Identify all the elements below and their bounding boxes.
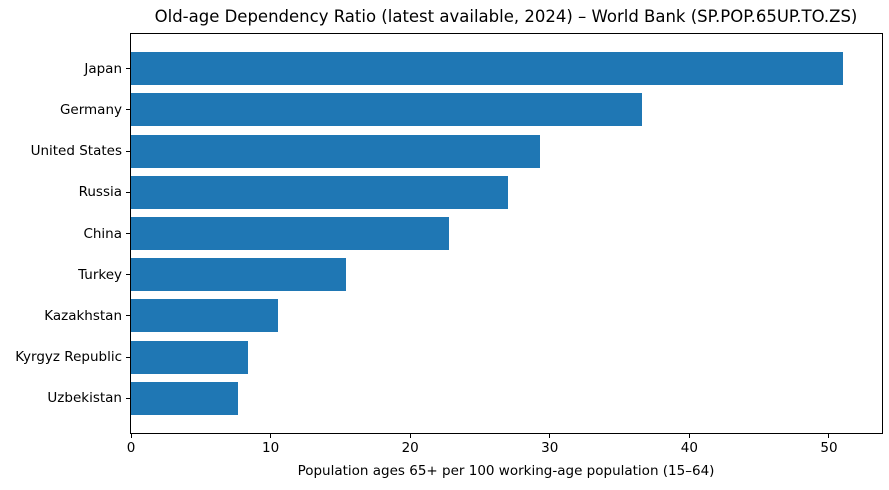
y-tick-label-kyrgyz-republic: Kyrgyz Republic (15, 349, 122, 366)
y-tick-mark-japan (126, 68, 130, 70)
bar-japan (131, 52, 843, 86)
y-tick-mark-turkey (126, 274, 130, 276)
y-tick-mark-russia (126, 191, 130, 193)
y-tick-label-kazakhstan: Kazakhstan (44, 307, 122, 324)
bar-turkey (131, 258, 346, 292)
y-tick-mark-germany (126, 109, 130, 111)
x-tick-mark-0 (130, 434, 132, 438)
chart-title: Old-age Dependency Ratio (latest availab… (154, 7, 858, 26)
y-tick-mark-china (126, 233, 130, 234)
x-tick-label-50: 50 (820, 440, 838, 456)
x-tick-mark-20 (409, 434, 411, 438)
y-tick-label-china: China (83, 225, 122, 242)
x-tick-label-0: 0 (126, 440, 136, 456)
y-tick-label-uzbekistan: Uzbekistan (47, 390, 122, 407)
x-tick-mark-40 (688, 434, 690, 438)
y-tick-mark-kyrgyz-republic (126, 356, 130, 358)
x-tick-label-40: 40 (680, 440, 698, 456)
x-axis-label: Population ages 65+ per 100 working-age … (297, 463, 715, 479)
y-tick-label-russia: Russia (78, 184, 122, 201)
bar-united-states (131, 134, 540, 168)
bar-kyrgyz-republic (131, 340, 249, 374)
bar-germany (131, 93, 642, 127)
bar-kazakhstan (131, 299, 278, 333)
x-tick-mark-30 (549, 434, 551, 438)
x-tick-mark-10 (270, 434, 272, 438)
bar-russia (131, 175, 508, 209)
y-tick-label-germany: Germany (59, 101, 122, 118)
y-tick-mark-kazakhstan (126, 315, 130, 317)
y-tick-label-japan: Japan (84, 60, 122, 77)
x-tick-label-20: 20 (401, 440, 419, 456)
x-tick-mark-50 (828, 434, 830, 438)
bar-uzbekistan (131, 381, 239, 415)
y-tick-label-turkey: Turkey (78, 266, 122, 283)
y-tick-label-united-states: United States (30, 143, 122, 160)
y-tick-mark-uzbekistan (126, 397, 130, 399)
x-tick-label-10: 10 (261, 440, 280, 456)
bar-china (131, 217, 450, 250)
x-tick-label-30: 30 (541, 440, 559, 456)
y-tick-mark-united-states (126, 150, 130, 152)
